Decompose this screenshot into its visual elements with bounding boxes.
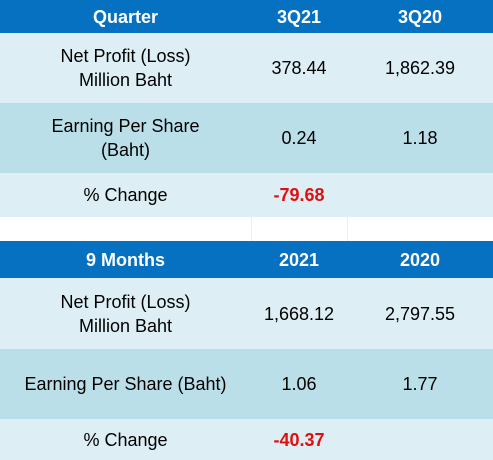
separator-line-left — [251, 217, 252, 241]
net-profit-2020: 2,797.55 — [347, 278, 493, 349]
nine-months-net-profit-label: Net Profit (Loss) Million Baht — [0, 278, 251, 349]
nine-months-header-2021: 2021 — [251, 241, 347, 278]
change-value: -79.68 — [251, 173, 347, 217]
nine-months-header-row: 9 Months 2021 2020 — [0, 241, 493, 278]
quarter-eps-row: Earning Per Share (Baht) 0.24 1.18 — [0, 103, 493, 173]
eps-3q21: 0.24 — [251, 103, 347, 173]
eps-label: Earning Per Share (Baht) — [0, 103, 251, 173]
eps-2021: 1.06 — [251, 349, 347, 419]
nine-months-net-profit-row: Net Profit (Loss) Million Baht 1,668.12 … — [0, 278, 493, 349]
net-profit-label-line2: Million Baht — [78, 70, 173, 90]
net-profit-2021: 1,668.12 — [251, 278, 347, 349]
eps-3q20: 1.18 — [347, 103, 493, 173]
table-separator — [0, 217, 493, 241]
nine-months-change-label: % Change — [0, 419, 251, 460]
change-label: % Change — [0, 173, 251, 217]
nine-months-change-row: % Change -40.37 — [0, 419, 493, 460]
nine-months-eps-row: Earning Per Share (Baht) 1.06 1.77 — [0, 349, 493, 419]
nine-months-net-profit-label-line1: Net Profit (Loss) — [60, 291, 191, 312]
net-profit-label-line1: Net Profit (Loss) — [60, 46, 191, 66]
eps-2020: 1.77 — [347, 349, 493, 419]
nine-months-eps-label: Earning Per Share (Baht) — [0, 349, 251, 419]
nine-months-net-profit-label-line2: Million Baht — [78, 315, 173, 336]
eps-label-line2: (Baht) — [100, 140, 151, 160]
nine-months-header-2020: 2020 — [347, 241, 493, 278]
nine-months-change-empty-cell — [347, 419, 493, 460]
change-empty-cell — [347, 173, 493, 217]
nine-months-header-label: 9 Months — [0, 241, 251, 278]
nine-months-change-value: -40.37 — [251, 419, 347, 460]
quarter-header-3q20: 3Q20 — [347, 0, 493, 33]
nine-months-table: 9 Months 2021 2020 Net Profit (Loss) Mil… — [0, 241, 493, 460]
eps-label-line1: Earning Per Share — [51, 116, 200, 136]
quarterly-table: Quarter 3Q21 3Q20 Net Profit (Loss) Mill… — [0, 0, 493, 217]
separator-line-right — [347, 217, 348, 241]
quarter-header-3q21: 3Q21 — [251, 0, 347, 33]
quarter-net-profit-row: Net Profit (Loss) Million Baht 378.44 1,… — [0, 33, 493, 103]
net-profit-label: Net Profit (Loss) Million Baht — [0, 33, 251, 103]
net-profit-3q21: 378.44 — [251, 33, 347, 103]
quarter-header-label: Quarter — [0, 0, 251, 33]
quarter-change-row: % Change -79.68 — [0, 173, 493, 217]
quarterly-header-row: Quarter 3Q21 3Q20 — [0, 0, 493, 33]
net-profit-3q20: 1,862.39 — [347, 33, 493, 103]
